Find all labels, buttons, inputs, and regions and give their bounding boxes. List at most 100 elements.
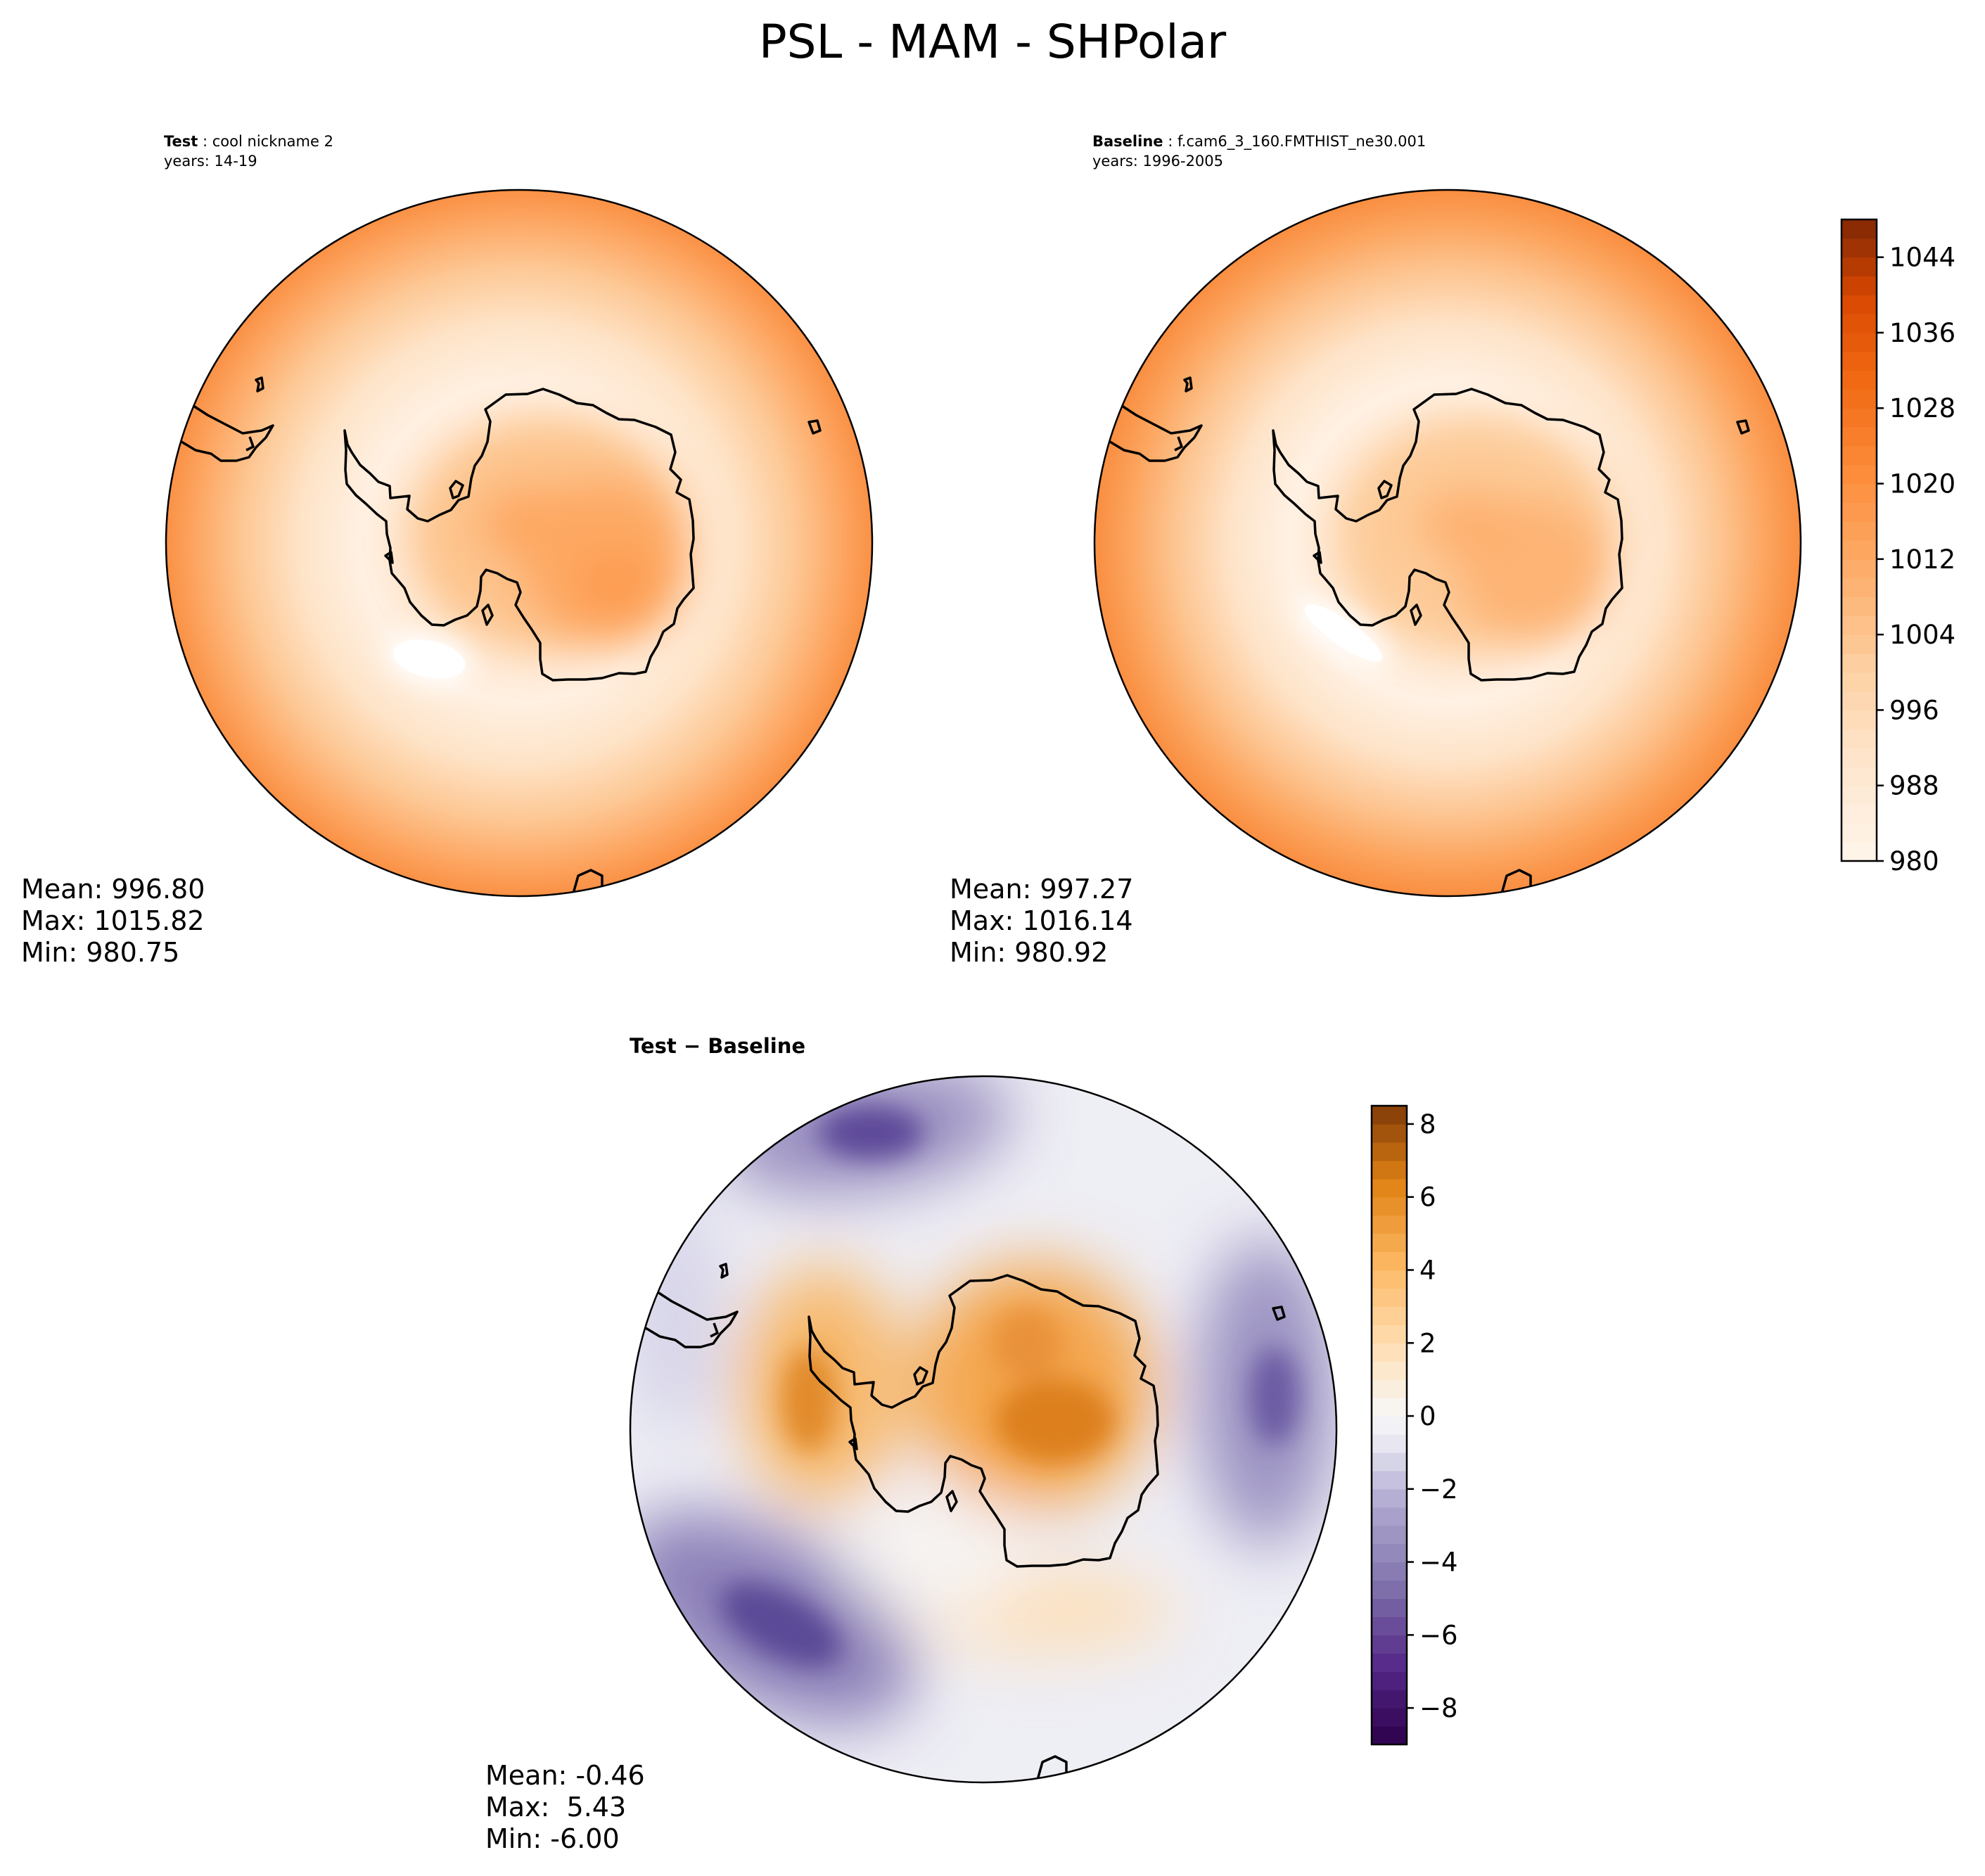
panel-difference-field-blob — [630, 1196, 725, 1435]
panel-difference-mean: Mean: -0.46 — [485, 1760, 645, 1791]
colorbar-difference-level-band — [1372, 1251, 1407, 1271]
colorbar-difference-level-band — [1372, 1288, 1407, 1307]
panel-difference-field-core — [992, 1308, 1062, 1379]
panel-test-min: Min: 980.75 — [21, 937, 179, 968]
colorbar-difference-level-band — [1372, 1690, 1407, 1709]
colorbar-psl-level-band — [1842, 842, 1877, 862]
panel-baseline-label-name: : f.cam6_3_160.FMTHIST_ne30.001 — [1163, 133, 1426, 151]
colorbar-difference-level-band — [1372, 1379, 1407, 1398]
colorbar-difference-level-band — [1372, 1398, 1407, 1417]
panel-difference-label: Test − Baseline — [630, 1034, 805, 1058]
colorbar-difference-level-band — [1372, 1160, 1407, 1180]
colorbar-difference-tick-label: −6 — [1419, 1620, 1458, 1650]
colorbar-difference-tick-label: 6 — [1419, 1182, 1436, 1213]
colorbar-difference-level-band — [1372, 1653, 1407, 1672]
colorbar-psl-level-band — [1842, 238, 1877, 258]
colorbar-difference-level-band — [1372, 1488, 1407, 1508]
colorbar-psl-tick-label: 980 — [1889, 846, 1939, 876]
colorbar-difference-level-band — [1372, 1635, 1407, 1654]
panel-baseline-field-min — [1304, 604, 1383, 662]
colorbar-difference-level-band — [1372, 1197, 1407, 1216]
colorbar-difference-level-band — [1372, 1434, 1407, 1453]
panel-test-coastlines — [175, 376, 822, 894]
panel-baseline-mean: Mean: 997.27 — [950, 874, 1133, 905]
colorbar-psl-level-band — [1842, 596, 1877, 616]
panel-test-label-bold: Test — [164, 133, 198, 150]
panel-difference-boundary — [629, 1075, 1338, 1784]
panel-difference-coastlines — [639, 1263, 1286, 1780]
colorbar-psl-level-band — [1842, 314, 1877, 333]
panel-difference-max: Max: 5.43 — [485, 1792, 626, 1823]
colorbar-psl-levels — [1842, 219, 1877, 862]
colorbar-difference-level-band — [1372, 1726, 1407, 1745]
panel-difference-field-core — [781, 1347, 837, 1453]
colorbar-difference-tick-label: −2 — [1419, 1474, 1458, 1505]
panel-baseline: Baseline : f.cam6_3_160.FMTHIST_ne30.001… — [950, 133, 1955, 968]
colorbar-psl-ticks: 980 988 996 1004 1012 1020 1028 1036 1044 — [1877, 243, 1955, 876]
colorbar-difference-level-band — [1372, 1142, 1407, 1161]
colorbar-psl-level-band — [1842, 332, 1877, 352]
colorbar-psl-level-band — [1842, 483, 1877, 503]
colorbar-psl-level-band — [1842, 729, 1877, 748]
colorbar-difference-frame — [1370, 1104, 1408, 1746]
colorbar-psl-level-band — [1842, 615, 1877, 635]
colorbar-psl-level-band — [1842, 389, 1877, 409]
panel-difference-field-core — [720, 1583, 842, 1667]
colorbar-difference-level-band — [1372, 1525, 1407, 1545]
colorbar-psl-level-band — [1842, 295, 1877, 314]
colorbar-psl-tick-label: 996 — [1889, 695, 1939, 725]
colorbar-psl: 980 988 996 1004 1012 1020 1028 1036 1044 — [1840, 218, 1955, 876]
figure-title: PSL - MAM - SHPolar — [759, 15, 1227, 69]
colorbar-difference-level-band — [1372, 1306, 1407, 1325]
colorbar-psl-level-band — [1842, 634, 1877, 654]
colorbar-psl-tick-label: 1028 — [1889, 393, 1955, 423]
panel-test: Test : cool nickname 2 years: 14-19 — [21, 133, 874, 968]
colorbar-difference-level-band — [1372, 1325, 1407, 1344]
colorbar-psl-level-band — [1842, 464, 1877, 485]
panel-baseline-max: Max: 1016.14 — [950, 905, 1133, 936]
colorbar-difference-tick-label: 0 — [1419, 1401, 1436, 1431]
panel-baseline-field-blob — [1417, 489, 1523, 559]
colorbar-psl-level-band — [1842, 785, 1877, 805]
colorbar-psl-level-band — [1842, 559, 1877, 579]
panel-baseline-label-bold: Baseline — [1092, 133, 1163, 150]
panel-baseline-years: years: 1996-2005 — [1092, 153, 1223, 170]
colorbar-difference-level-band — [1372, 1580, 1407, 1600]
colorbar-difference-level-band — [1372, 1215, 1407, 1234]
colorbar-difference-level-band — [1372, 1507, 1407, 1526]
panel-test-map — [166, 190, 872, 896]
panel-test-field-min — [392, 639, 466, 679]
colorbar-psl-level-band — [1842, 219, 1877, 239]
panel-difference-field-core — [995, 1379, 1115, 1463]
colorbar-difference-level-band — [1372, 1562, 1407, 1581]
colorbar-difference-level-band — [1372, 1470, 1407, 1490]
colorbar-psl-level-band — [1842, 540, 1877, 560]
panel-difference: Test − Baseline — [485, 1034, 1458, 1854]
colorbar-psl-level-band — [1842, 710, 1877, 729]
colorbar-difference-level-band — [1372, 1233, 1407, 1253]
colorbar-difference-level-band — [1372, 1671, 1407, 1690]
colorbar-psl-level-band — [1842, 521, 1877, 541]
panel-difference-field-core — [1250, 1347, 1299, 1446]
panel-test-label-name: : cool nickname 2 — [198, 133, 333, 150]
colorbar-difference-level-band — [1372, 1452, 1407, 1472]
colorbar-psl-level-band — [1842, 257, 1877, 277]
colorbar-psl-level-band — [1842, 351, 1877, 371]
colorbar-psl-level-band — [1842, 370, 1877, 390]
colorbar-difference-level-band — [1372, 1270, 1407, 1289]
panel-test-max: Max: 1015.82 — [21, 905, 205, 936]
panel-test-boundary — [165, 189, 874, 898]
colorbar-difference-tick-label: −4 — [1419, 1548, 1458, 1578]
colorbar-difference-level-band — [1372, 1361, 1407, 1380]
panel-difference-map — [630, 1076, 1336, 1782]
colorbar-difference: −8 −6 −4 −2 0 2 4 6 8 — [1370, 1104, 1458, 1746]
colorbar-psl-frame — [1840, 218, 1878, 862]
colorbar-psl-tick-label: 988 — [1889, 771, 1939, 801]
colorbar-difference-level-band — [1372, 1543, 1407, 1563]
colorbar-psl-tick-label: 1012 — [1889, 544, 1955, 575]
colorbar-difference-tick-label: 2 — [1419, 1328, 1436, 1358]
panel-baseline-min: Min: 980.92 — [950, 937, 1108, 968]
colorbar-psl-level-band — [1842, 653, 1877, 673]
colorbar-psl-level-band — [1842, 578, 1877, 598]
colorbar-psl-level-band — [1842, 502, 1877, 522]
